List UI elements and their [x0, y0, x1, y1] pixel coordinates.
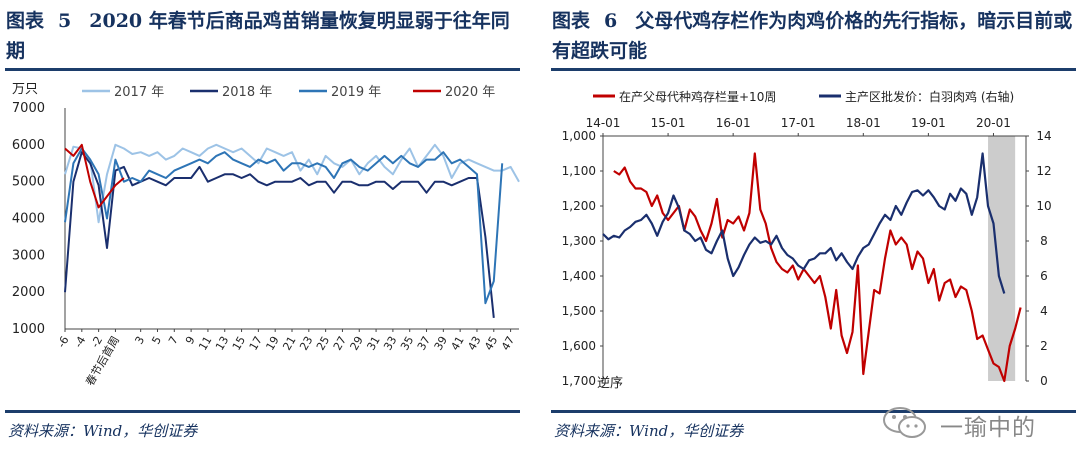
right-figure-panel: 图表 6 父母代鸡存栏作为肉鸡价格的先行指标，暗示目前或有超跌可能 1,000 1,1…: [546, 0, 1080, 467]
x-tick-label: 9: [183, 334, 198, 347]
right-figure-title-text: 父母代鸡存栏作为肉鸡价格的先行指标，暗示目前或有超跌可能: [552, 10, 1073, 62]
legend-label: 主产区批发价：白羽肉鸡 (右轴): [845, 89, 1014, 104]
series-line: [64, 143, 520, 224]
y-unit-label: 万只: [12, 82, 38, 97]
x-tick-label: 21: [280, 334, 298, 353]
left-y-tick-label: 1,300: [562, 234, 596, 248]
x-tick-label: 31: [364, 334, 382, 353]
x-tick-label: 15-01: [651, 116, 686, 130]
right-y-tick-label: 4: [1040, 304, 1048, 318]
right-y-tick-label: 0: [1040, 374, 1048, 388]
wechat-icon: [883, 407, 926, 438]
x-tick-label: 45: [482, 334, 500, 353]
legend-label: 2019 年: [331, 85, 381, 100]
y-tick-label: 4000: [12, 212, 45, 227]
inverted-axis-note: 逆序: [597, 375, 623, 391]
x-tick-label: 19: [264, 334, 282, 353]
right-y-tick-label: 12: [1036, 164, 1051, 178]
x-tick-label: -6: [55, 334, 72, 350]
x-tick-label: 25: [314, 334, 332, 353]
series-line: [64, 151, 495, 319]
legend-label: 2018 年: [222, 85, 272, 100]
legend-label: 在产父母代种鸡存栏量+10周: [619, 89, 776, 104]
right-title-rule: [551, 68, 1076, 71]
x-tick-label: 15: [230, 334, 248, 353]
x-tick-label: 20-01: [976, 116, 1011, 130]
y-tick-label: 7000: [12, 101, 45, 116]
right-y-tick-label: 6: [1040, 269, 1048, 283]
right-y-tick-label: 2: [1040, 339, 1048, 353]
y-tick-label: 6000: [12, 138, 45, 153]
x-tick-label: 11: [196, 334, 214, 353]
series-line: [613, 152, 1022, 383]
left-figure-number: 5: [58, 10, 72, 32]
x-tick-label: 23: [297, 334, 315, 353]
x-tick-label: 19-01: [911, 116, 946, 130]
left-y-tick-label: 1,200: [562, 199, 596, 213]
x-tick-label: -4: [72, 334, 89, 350]
x-tick-label: 16-01: [716, 116, 751, 130]
x-tick-label: 43: [465, 334, 483, 353]
y-tick-label: 2000: [12, 285, 45, 300]
x-tick-label: 3: [133, 334, 148, 347]
left-y-tick-label: 1,700: [562, 374, 596, 388]
x-tick-label: 29: [348, 334, 366, 353]
left-source-text: 资料来源：Wind，华创证券: [8, 422, 198, 440]
x-tick-label: 27: [331, 334, 349, 353]
series-line: [64, 147, 504, 305]
y-tick-label: 1000: [12, 322, 45, 337]
right-figure-title: 图表 6 父母代鸡存栏作为肉鸡价格的先行指标，暗示目前或有超跌可能: [552, 6, 1077, 66]
left-figure-title-text: 2020 年春节后商品鸡苗销量恢复明显弱于往年同期: [6, 10, 510, 62]
x-tick-label: 18-01: [846, 116, 881, 130]
right-line-chart: 1,000 1,100 1,200 1,300 1,400 1,500 1,600 1,700…: [562, 89, 1052, 391]
x-tick-label: 33: [381, 334, 399, 353]
series-line: [64, 143, 125, 209]
right-source-text: 资料来源：Wind，华创证券: [554, 422, 744, 440]
x-tick-label: 17-01: [781, 116, 816, 130]
x-tick-label: 13: [213, 334, 231, 353]
right-y-tick-label: 14: [1036, 129, 1051, 143]
watermark-text: 一瑜中的: [940, 415, 1036, 441]
x-tick-label: 5: [149, 334, 164, 347]
left-y-tick-label: 1,000: [562, 129, 596, 143]
y-tick-label: 3000: [12, 248, 45, 263]
right-figure-label: 图表: [552, 10, 591, 32]
left-source-rule: [5, 410, 520, 413]
x-tick-label: 47: [499, 334, 517, 353]
y-tick-label: 5000: [12, 175, 45, 190]
x-tick-label: 41: [448, 334, 466, 353]
x-tick-label: 14-01: [586, 116, 621, 130]
left-title-rule: [5, 68, 520, 71]
legend-label: 2020 年: [445, 85, 495, 100]
left-y-tick-label: 1,400: [562, 269, 596, 283]
legend-label: 2017 年: [114, 85, 164, 100]
left-y-tick-label: 1,500: [562, 304, 596, 318]
right-y-tick-label: 8: [1040, 234, 1048, 248]
left-figure-panel: 图表 5 2020 年春节后商品鸡苗销量恢复明显弱于往年同期 万只 1000 2000 3…: [0, 0, 526, 467]
watermark: 一瑜中的: [882, 404, 1072, 444]
left-y-tick-label: 1,100: [562, 164, 596, 178]
left-figure-label: 图表: [6, 10, 45, 32]
series-line: [602, 152, 1006, 294]
right-y-tick-label: 10: [1036, 199, 1051, 213]
x-tick-label: 7: [166, 334, 181, 347]
x-tick-label: 37: [415, 334, 433, 353]
left-y-tick-label: 1,600: [562, 339, 596, 353]
right-figure-number: 6: [604, 10, 618, 32]
right-source-rule: [551, 410, 1076, 413]
left-figure-title: 图表 5 2020 年春节后商品鸡苗销量恢复明显弱于往年同期: [6, 6, 521, 66]
x-tick-label: 39: [432, 334, 450, 353]
x-tick-label: 17: [247, 334, 265, 353]
x-tick-label: 35: [398, 334, 416, 353]
